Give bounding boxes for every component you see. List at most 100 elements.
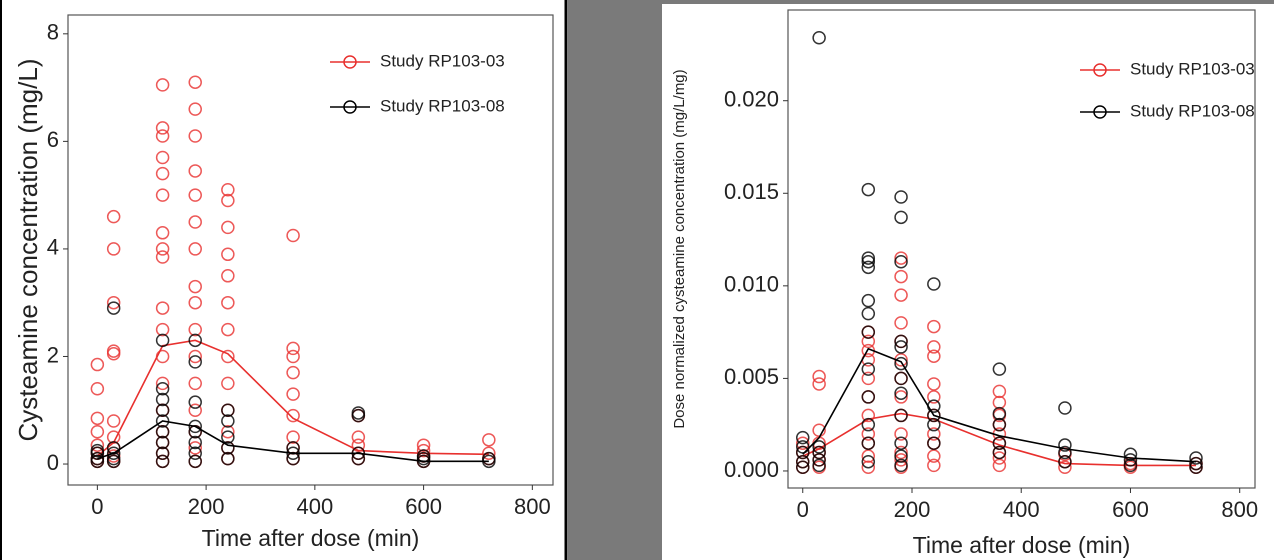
data-point — [894, 445, 908, 460]
data-point — [861, 460, 876, 475]
data-point — [188, 403, 202, 418]
data-point — [894, 190, 908, 204]
data-point — [861, 251, 876, 265]
data-point — [286, 430, 300, 444]
data-point — [861, 417, 876, 432]
data-point — [894, 251, 908, 265]
data-point — [90, 425, 105, 439]
y-tick-label: 0.005 — [724, 364, 779, 389]
data-point — [188, 441, 202, 455]
data-point — [106, 344, 121, 358]
x-tick-label: 400 — [1003, 497, 1040, 522]
data-point — [286, 341, 300, 356]
legend-marker — [1093, 105, 1107, 119]
data-point — [351, 406, 366, 420]
data-point — [861, 334, 876, 349]
data-point — [286, 408, 300, 423]
data-point — [795, 445, 810, 460]
data-point — [188, 164, 202, 178]
mean-line — [97, 420, 489, 463]
data-point — [861, 436, 876, 450]
data-point — [221, 430, 235, 444]
data-point — [992, 417, 1007, 432]
data-point — [286, 365, 300, 380]
legend-label: Study RP103-03 — [1130, 59, 1255, 78]
data-point — [894, 316, 908, 330]
data-point — [992, 406, 1007, 421]
x-axis-label: Time after dose (min) — [202, 525, 420, 551]
data-point — [894, 453, 908, 467]
data-point — [188, 75, 202, 89]
data-point — [927, 340, 941, 354]
data-point — [155, 392, 170, 407]
data-point — [155, 242, 170, 256]
data-point — [188, 419, 202, 434]
data-point — [927, 449, 941, 463]
data-point — [221, 414, 235, 428]
data-point — [286, 349, 300, 364]
y-tick-label: 0.000 — [724, 457, 779, 482]
data-point — [90, 451, 105, 466]
data-point — [1058, 438, 1072, 452]
data-point — [894, 269, 908, 284]
data-point — [155, 250, 170, 264]
data-point — [927, 417, 941, 432]
data-point — [188, 102, 202, 116]
x-tick-label: 800 — [514, 494, 551, 519]
data-point — [155, 333, 170, 348]
data-point — [861, 306, 876, 321]
y-tick-label: 0.010 — [724, 272, 779, 297]
data-point — [155, 322, 170, 337]
data-point — [894, 340, 908, 354]
x-tick-label: 200 — [894, 497, 931, 522]
separator — [568, 0, 662, 560]
data-point — [861, 182, 876, 197]
data-point — [927, 427, 941, 441]
y-tick-label: 4 — [47, 235, 59, 260]
data-point — [861, 325, 876, 339]
data-point — [1123, 458, 1138, 473]
data-point — [861, 255, 876, 269]
data-point — [155, 150, 170, 165]
data-point — [155, 129, 170, 143]
data-point — [188, 279, 202, 294]
x-tick-label: 400 — [296, 494, 333, 519]
data-point — [861, 371, 876, 386]
data-point — [155, 454, 170, 469]
data-point — [221, 220, 235, 235]
y-tick-label: 8 — [47, 20, 59, 45]
data-point — [812, 445, 826, 460]
data-point — [155, 121, 170, 135]
data-point — [106, 446, 121, 461]
x-axis-label: Time after dose (min) — [913, 532, 1131, 558]
data-point — [286, 387, 300, 401]
data-point — [221, 269, 235, 283]
data-point — [155, 403, 170, 418]
y-tick-label: 6 — [47, 127, 59, 152]
data-point — [861, 362, 876, 376]
data-point — [286, 228, 300, 243]
data-point — [992, 451, 1007, 465]
data-point — [1058, 460, 1072, 475]
data-point — [812, 440, 826, 454]
panel-border — [662, 0, 1274, 4]
data-point — [795, 454, 810, 469]
data-point — [812, 377, 826, 391]
data-point — [155, 376, 170, 391]
data-point — [155, 78, 170, 92]
data-point — [188, 129, 202, 143]
x-tick-label: 600 — [1112, 497, 1149, 522]
data-point — [795, 430, 810, 445]
data-point — [221, 403, 235, 418]
x-tick-label: 800 — [1221, 497, 1258, 522]
data-point — [188, 435, 202, 450]
x-tick-label: 200 — [188, 494, 225, 519]
data-point — [188, 446, 202, 461]
data-point — [106, 301, 121, 315]
data-point — [188, 355, 202, 369]
data-point — [894, 458, 908, 473]
data-point — [992, 436, 1007, 450]
data-point — [416, 443, 431, 458]
plot-frame — [67, 14, 554, 486]
